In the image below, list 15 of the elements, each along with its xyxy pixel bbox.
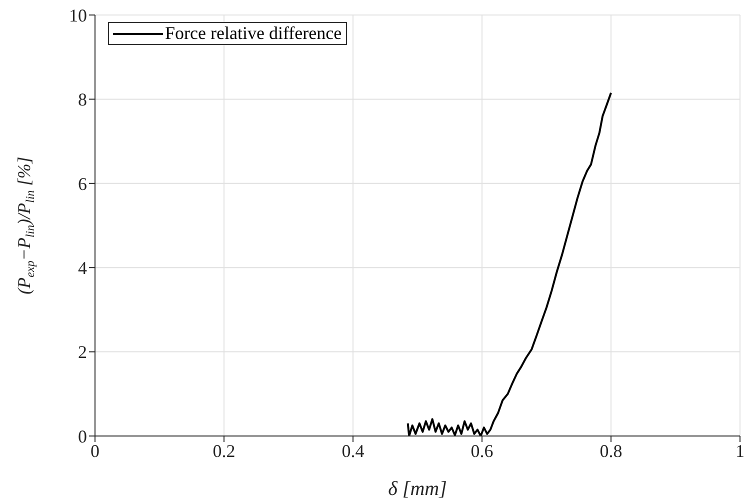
x-axis-title: δ [mm]: [388, 478, 447, 500]
y-tick-label: 0: [78, 426, 87, 446]
y-tick-label: 8: [78, 90, 87, 110]
y-tick-label: 10: [69, 5, 87, 26]
x-tick-label: 0.8: [600, 440, 622, 461]
x-tick-label: 0: [90, 440, 100, 461]
legend-label: Force relative difference: [165, 23, 342, 44]
y-tick-label: 4: [78, 258, 87, 278]
x-tick-label: 0.4: [342, 440, 364, 461]
x-tick-label: 1: [736, 440, 744, 461]
x-tick-label: 0.6: [470, 440, 494, 461]
y-tick-label: 2: [78, 342, 87, 362]
y-tick-label: 6: [78, 174, 87, 194]
x-tick-label: 0.2: [212, 440, 236, 461]
line-series: [406, 92, 612, 436]
